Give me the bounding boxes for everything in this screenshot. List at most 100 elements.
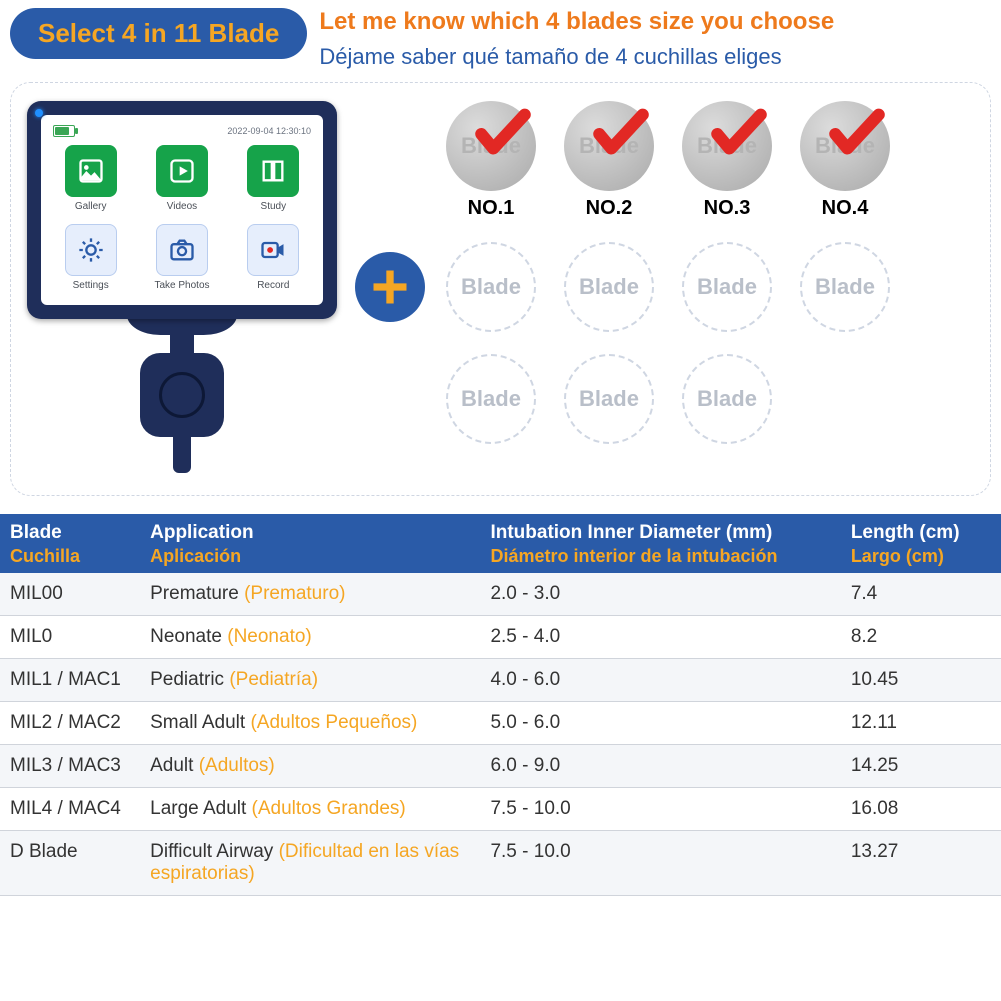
device-shell: 2022-09-04 12:30:10 GalleryVideosStudySe… (27, 101, 337, 319)
cell-length: 7.4 (841, 573, 1001, 616)
empty-row-2: Blade Blade Blade (443, 354, 974, 444)
selected-row: Blade NO.1 Blade NO.2 Blade NO.3 Blade NO.4 (443, 101, 974, 220)
app-grid: GalleryVideosStudySettingsTake PhotosRec… (53, 145, 311, 291)
blade-slot-selected: Blade NO.2 (561, 101, 657, 220)
blade-circle: Blade (800, 101, 890, 191)
cell-length: 14.25 (841, 745, 1001, 788)
app-videos-icon: Videos (144, 145, 219, 212)
blade-slot-selected: Blade NO.1 (443, 101, 539, 220)
app-record-icon: Record (236, 224, 311, 291)
app-label: Study (261, 201, 287, 212)
cell-length: 10.45 (841, 659, 1001, 702)
led-icon (35, 109, 43, 117)
device-timestamp: 2022-09-04 12:30:10 (227, 126, 311, 136)
select-pill: Select 4 in 11 Blade (10, 8, 307, 59)
study-icon (247, 145, 299, 197)
cell-application: Difficult Airway (Dificultad en las vías… (140, 831, 480, 896)
blade-slot-empty: Blade (679, 242, 775, 332)
settings-icon (65, 224, 117, 276)
app-take-photos-icon: Take Photos (144, 224, 219, 291)
blade-slot-empty: Blade (679, 354, 775, 444)
blade-slot-empty: Blade (561, 242, 657, 332)
record-icon (247, 224, 299, 276)
videos-icon (156, 145, 208, 197)
lens-icon (159, 372, 205, 418)
blade-slot-empty: Blade (561, 354, 657, 444)
battery-icon (53, 125, 75, 137)
app-label: Settings (73, 280, 109, 291)
blade-slot-empty: Blade (797, 242, 893, 332)
cell-length: 8.2 (841, 616, 1001, 659)
cell-application: Large Adult (Adultos Grandes) (140, 788, 480, 831)
cell-diameter: 7.5 - 10.0 (480, 788, 840, 831)
blade-no-label: NO.2 (586, 197, 633, 220)
table-row: MIL4 / MAC4Large Adult (Adultos Grandes)… (0, 788, 1001, 831)
cell-length: 16.08 (841, 788, 1001, 831)
blade-circle-empty: Blade (682, 242, 772, 332)
cell-blade: MIL00 (0, 573, 140, 616)
blade-circle: Blade (564, 101, 654, 191)
blade-no-label: NO.4 (822, 197, 869, 220)
empty-row-1: Blade Blade Blade Blade (443, 242, 974, 332)
cell-blade: MIL4 / MAC4 (0, 788, 140, 831)
col-header: Intubation Inner Diameter (mm)Diámetro i… (480, 514, 840, 573)
blade-circle-empty: Blade (446, 242, 536, 332)
cell-application: Premature (Prematuro) (140, 573, 480, 616)
blade-slot-selected: Blade NO.3 (679, 101, 775, 220)
selection-panel: 2022-09-04 12:30:10 GalleryVideosStudySe… (10, 82, 991, 496)
cell-length: 13.27 (841, 831, 1001, 896)
cell-blade: MIL1 / MAC1 (0, 659, 140, 702)
blade-circle: Blade (446, 101, 536, 191)
blade-circle-empty: Blade (564, 242, 654, 332)
cell-blade: D Blade (0, 831, 140, 896)
headline-en: Let me know which 4 blades size you choo… (319, 8, 991, 36)
table-row: MIL3 / MAC3Adult (Adultos)6.0 - 9.014.25 (0, 745, 1001, 788)
cell-length: 12.11 (841, 702, 1001, 745)
cell-application: Neonate (Neonato) (140, 616, 480, 659)
gallery-icon (65, 145, 117, 197)
take-photos-icon (156, 224, 208, 276)
device-mount (27, 315, 337, 473)
header-row: Select 4 in 11 Blade Let me know which 4… (0, 0, 1001, 70)
table-row: MIL2 / MAC2Small Adult (Adultos Pequeños… (0, 702, 1001, 745)
blade-circle-empty: Blade (800, 242, 890, 332)
device-mock: 2022-09-04 12:30:10 GalleryVideosStudySe… (27, 101, 337, 473)
cell-application: Adult (Adultos) (140, 745, 480, 788)
cell-diameter: 2.0 - 3.0 (480, 573, 840, 616)
cell-diameter: 6.0 - 9.0 (480, 745, 840, 788)
app-settings-icon: Settings (53, 224, 128, 291)
headline-block: Let me know which 4 blades size you choo… (319, 8, 991, 70)
status-bar: 2022-09-04 12:30:10 (53, 125, 311, 137)
cell-application: Pediatric (Pediatría) (140, 659, 480, 702)
app-label: Record (257, 280, 289, 291)
cell-diameter: 7.5 - 10.0 (480, 831, 840, 896)
table-row: D BladeDifficult Airway (Dificultad en l… (0, 831, 1001, 896)
blade-slot-empty: Blade (443, 354, 539, 444)
col-header: Length (cm)Largo (cm) (841, 514, 1001, 573)
table-row: MIL1 / MAC1Pediatric (Pediatría)4.0 - 6.… (0, 659, 1001, 702)
app-label: Take Photos (154, 280, 209, 291)
col-header: BladeCuchilla (0, 514, 140, 573)
cell-blade: MIL2 / MAC2 (0, 702, 140, 745)
cell-diameter: 2.5 - 4.0 (480, 616, 840, 659)
blade-slot-selected: Blade NO.4 (797, 101, 893, 220)
table-row: MIL0Neonate (Neonato)2.5 - 4.08.2 (0, 616, 1001, 659)
blade-circle: Blade (682, 101, 772, 191)
cell-blade: MIL3 / MAC3 (0, 745, 140, 788)
app-label: Videos (167, 201, 197, 212)
blade-circle-empty: Blade (446, 354, 536, 444)
cell-diameter: 4.0 - 6.0 (480, 659, 840, 702)
table-row: MIL00Premature (Prematuro)2.0 - 3.07.4 (0, 573, 1001, 616)
blade-no-label: NO.1 (468, 197, 515, 220)
device-screen: 2022-09-04 12:30:10 GalleryVideosStudySe… (41, 115, 323, 305)
table-header-row: BladeCuchillaApplicationAplicaciónIntuba… (0, 514, 1001, 573)
col-header: ApplicationAplicación (140, 514, 480, 573)
blade-circle-empty: Blade (564, 354, 654, 444)
headline-es: Déjame saber qué tamaño de 4 cuchillas e… (319, 44, 991, 70)
blade-circle-empty: Blade (682, 354, 772, 444)
blade-slot-empty: Blade (443, 242, 539, 332)
blade-slots: Blade NO.1 Blade NO.2 Blade NO.3 Blade NO.4 Bla… (443, 101, 974, 444)
blade-no-label: NO.3 (704, 197, 751, 220)
spec-table: BladeCuchillaApplicationAplicaciónIntuba… (0, 514, 1001, 896)
cell-diameter: 5.0 - 6.0 (480, 702, 840, 745)
